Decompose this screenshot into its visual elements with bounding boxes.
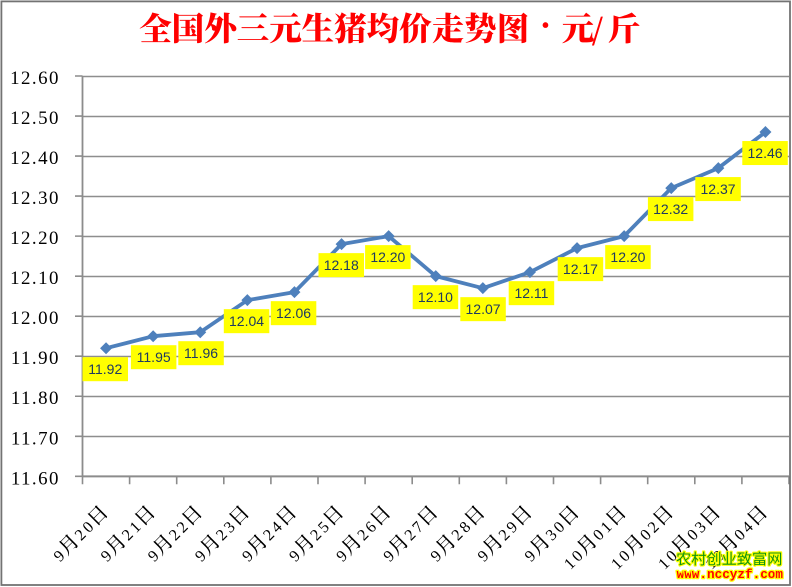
svg-text:12.20: 12.20 bbox=[10, 228, 60, 249]
svg-text:11.80: 11.80 bbox=[11, 388, 60, 409]
svg-text:12.04: 12.04 bbox=[229, 313, 264, 329]
svg-text:12.20: 12.20 bbox=[370, 249, 405, 265]
svg-text:12.11: 12.11 bbox=[514, 285, 548, 301]
svg-text:12.40: 12.40 bbox=[10, 148, 60, 169]
svg-text:12.30: 12.30 bbox=[10, 188, 60, 209]
svg-text:11.60: 11.60 bbox=[11, 468, 60, 489]
svg-text:www.nccyzf.com: www.nccyzf.com bbox=[677, 567, 784, 582]
svg-text:11.70: 11.70 bbox=[11, 428, 60, 449]
svg-text:11.96: 11.96 bbox=[184, 345, 218, 361]
svg-text:12.46: 12.46 bbox=[748, 145, 783, 161]
svg-text:12.06: 12.06 bbox=[276, 305, 311, 321]
svg-text:11.90: 11.90 bbox=[11, 348, 60, 369]
svg-text:11.92: 11.92 bbox=[88, 361, 122, 377]
svg-text:11.95: 11.95 bbox=[137, 349, 171, 365]
svg-text:12.32: 12.32 bbox=[653, 201, 688, 217]
svg-text:12.17: 12.17 bbox=[563, 261, 598, 277]
svg-text:12.07: 12.07 bbox=[466, 301, 501, 317]
svg-text:12.10: 12.10 bbox=[10, 268, 60, 289]
svg-text:12.20: 12.20 bbox=[610, 249, 645, 265]
svg-text:12.10: 12.10 bbox=[418, 289, 453, 305]
svg-text:12.00: 12.00 bbox=[10, 308, 60, 329]
svg-text:12.50: 12.50 bbox=[10, 108, 60, 129]
svg-text:12.37: 12.37 bbox=[701, 181, 736, 197]
svg-text:12.60: 12.60 bbox=[10, 68, 60, 89]
svg-text:12.18: 12.18 bbox=[324, 257, 359, 273]
